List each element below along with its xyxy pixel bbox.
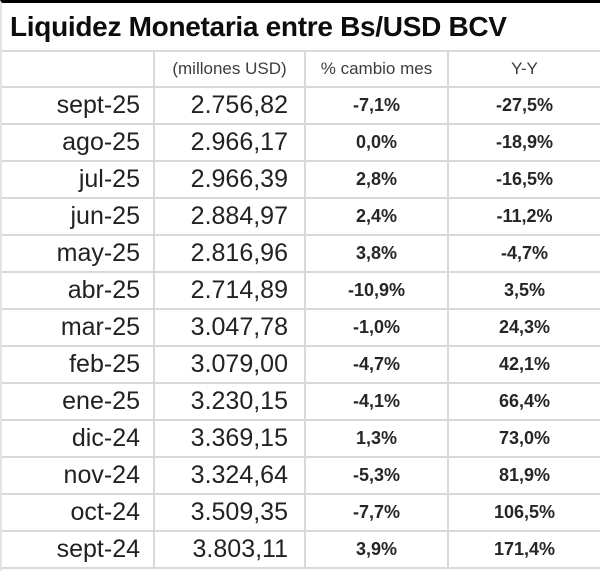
mom-pct-cell: 3,8% [304, 236, 447, 271]
table-row: abr-25 2.714,89 -10,9% 3,5% [2, 273, 600, 310]
column-header-yoy: Y-Y [447, 52, 600, 86]
yoy-pct-cell: -4,7% [447, 236, 600, 271]
month-cell: dic-24 [71, 424, 140, 452]
yoy-pct-cell: 106,5% [447, 495, 600, 530]
month-cell: oct-24 [70, 498, 140, 526]
value-cell: 3.047,78 [153, 310, 304, 345]
value-cell: 2.756,82 [153, 88, 304, 123]
mom-pct-cell: -10,9% [304, 273, 447, 308]
value-cell: 3.079,00 [153, 347, 304, 382]
mom-pct-cell: -4,7% [304, 347, 447, 382]
value-cell: 2.966,17 [153, 125, 304, 160]
month-cell: jul-25 [78, 165, 140, 193]
yoy-pct-cell: -27,5% [447, 88, 600, 123]
mom-pct-cell: 2,8% [304, 162, 447, 197]
mom-pct-cell: -5,3% [304, 458, 447, 493]
value-cell: 2.714,89 [153, 273, 304, 308]
month-cell: abr-25 [67, 276, 140, 304]
table-row: oct-24 3.509,35 -7,7% 106,5% [2, 495, 600, 532]
table-row: nov-24 3.324,64 -5,3% 81,9% [2, 458, 600, 495]
table-row: sept-25 2.756,82 -7,1% -27,5% [2, 88, 600, 125]
value-cell: 3.230,15 [153, 384, 304, 419]
yoy-pct-cell: 73,0% [447, 421, 600, 456]
table-row: ago-25 2.966,17 0,0% -18,9% [2, 125, 600, 162]
value-cell: 2.816,96 [153, 236, 304, 271]
mom-pct-cell: 1,3% [304, 421, 447, 456]
value-cell: 3.369,15 [153, 421, 304, 456]
value-cell: 3.803,11 [153, 532, 304, 567]
column-header-month [2, 52, 153, 86]
mom-pct-cell: 3,9% [304, 532, 447, 567]
mom-pct-cell: -1,0% [304, 310, 447, 345]
value-cell: 2.966,39 [153, 162, 304, 197]
month-cell: sept-24 [56, 535, 140, 563]
mom-pct-cell: -7,7% [304, 495, 447, 530]
value-cell: 2.884,97 [153, 199, 304, 234]
column-header-cambio-mes: % cambio mes [304, 52, 447, 86]
yoy-pct-cell: -18,9% [447, 125, 600, 160]
table-body: sept-25 2.756,82 -7,1% -27,5% ago-25 2.9… [2, 88, 600, 569]
yoy-pct-cell: 81,9% [447, 458, 600, 493]
yoy-pct-cell: 171,4% [447, 532, 600, 567]
yoy-pct-cell: -11,2% [447, 199, 600, 234]
value-cell: 3.509,35 [153, 495, 304, 530]
month-cell: feb-25 [69, 350, 140, 378]
header-row: (millones USD) % cambio mes Y-Y [2, 52, 600, 88]
mom-pct-cell: 0,0% [304, 125, 447, 160]
table-row: ene-25 3.230,15 -4,1% 66,4% [2, 384, 600, 421]
table-row: dic-24 3.369,15 1,3% 73,0% [2, 421, 600, 458]
table-title: Liquidez Monetaria entre Bs/USD BCV [2, 3, 600, 52]
yoy-pct-cell: -16,5% [447, 162, 600, 197]
table-row: feb-25 3.079,00 -4,7% 42,1% [2, 347, 600, 384]
mom-pct-cell: -7,1% [304, 88, 447, 123]
table-row: jul-25 2.966,39 2,8% -16,5% [2, 162, 600, 199]
value-cell: 3.324,64 [153, 458, 304, 493]
month-cell: sept-25 [56, 91, 140, 119]
table-row: jun-25 2.884,97 2,4% -11,2% [2, 199, 600, 236]
month-cell: mar-25 [60, 313, 140, 341]
month-cell: may-25 [56, 239, 140, 267]
table-row: sept-24 3.803,11 3,9% 171,4% [2, 532, 600, 569]
month-cell: jun-25 [70, 202, 141, 230]
month-cell: ene-25 [62, 387, 140, 415]
column-header-millones-usd: (millones USD) [153, 52, 304, 86]
month-cell: ago-25 [62, 128, 140, 156]
table-row: may-25 2.816,96 3,8% -4,7% [2, 236, 600, 273]
yoy-pct-cell: 3,5% [447, 273, 600, 308]
mom-pct-cell: -4,1% [304, 384, 447, 419]
mom-pct-cell: 2,4% [304, 199, 447, 234]
table-row: mar-25 3.047,78 -1,0% 24,3% [2, 310, 600, 347]
yoy-pct-cell: 24,3% [447, 310, 600, 345]
yoy-pct-cell: 42,1% [447, 347, 600, 382]
yoy-pct-cell: 66,4% [447, 384, 600, 419]
month-cell: nov-24 [63, 461, 140, 489]
